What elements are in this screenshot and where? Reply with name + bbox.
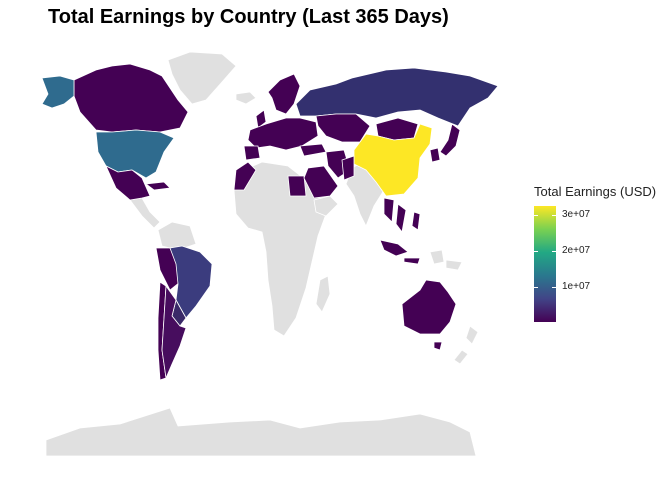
- colorbar-tick: [552, 215, 556, 216]
- country-australia: [401, 279, 457, 335]
- country-spain: [243, 145, 261, 161]
- country-egypt: [287, 175, 307, 197]
- legend-colorbar: [534, 206, 556, 322]
- chart-title: Total Earnings by Country (Last 365 Days…: [48, 6, 449, 28]
- africa-no-data: [233, 161, 331, 337]
- central-america-no-data: [129, 197, 161, 229]
- country-pakistan: [341, 155, 355, 181]
- country-brazil: [169, 245, 213, 319]
- colorbar-tick: [534, 215, 538, 216]
- colorbar-tick: [552, 287, 556, 288]
- country-philippines: [411, 211, 421, 231]
- country-saudi-arabia: [303, 165, 339, 199]
- legend-tick-label: 1e+07: [562, 281, 591, 292]
- country-canada: [73, 63, 189, 133]
- country-china: [353, 123, 433, 197]
- country-alaska: [41, 75, 75, 109]
- country-iceland: [235, 91, 257, 105]
- country-thailand: [383, 197, 395, 223]
- colorbar-tick: [552, 251, 556, 252]
- country-cuba: [145, 181, 171, 191]
- indonesia-no-data: [429, 249, 463, 271]
- legend-tick-label: 3e+07: [562, 209, 591, 220]
- country-morocco: [233, 161, 257, 191]
- country-arabia-south: [313, 195, 339, 217]
- country-new-zealand: [453, 325, 479, 365]
- legend-title: Total Earnings (USD): [534, 184, 657, 199]
- country-indonesia: [379, 239, 421, 265]
- country-scandinavia: [267, 73, 301, 115]
- country-kazakhstan: [315, 113, 371, 143]
- antarctica: [45, 407, 477, 457]
- country-korea: [429, 147, 441, 163]
- colorbar-tick: [534, 251, 538, 252]
- country-argentina: [161, 285, 187, 379]
- country-mexico: [105, 165, 151, 201]
- colombia-venezuela-no-data: [157, 221, 197, 251]
- country-usa: [95, 129, 175, 179]
- country-tasmania: [433, 341, 443, 351]
- country-turkey: [299, 143, 327, 157]
- country-greenland: [167, 51, 237, 105]
- country-madagascar: [315, 275, 331, 313]
- country-uk: [255, 109, 267, 129]
- legend-tick-label: 2e+07: [562, 245, 591, 256]
- country-japan: [439, 123, 461, 157]
- colorbar-tick: [534, 287, 538, 288]
- country-vietnam: [395, 203, 407, 233]
